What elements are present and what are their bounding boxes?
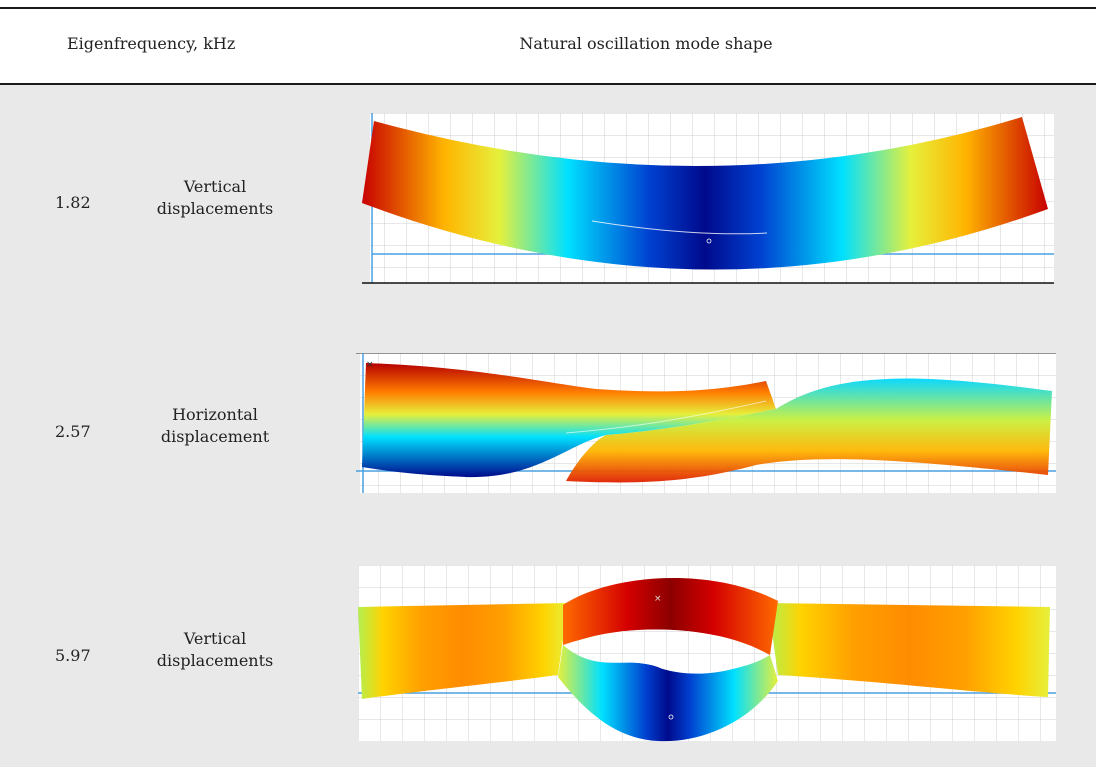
crack-line bbox=[565, 400, 767, 434]
displacement-type: Vertical displacements bbox=[140, 628, 290, 672]
displacement-type-line2: displacements bbox=[156, 199, 274, 218]
delamination-grid bbox=[568, 629, 766, 674]
deformation-trace bbox=[591, 220, 768, 235]
node-marker: × bbox=[366, 360, 374, 370]
header-mode-shape: Natural oscillation mode shape bbox=[0, 34, 1096, 53]
upper-arch bbox=[563, 577, 778, 655]
table-header-rule bbox=[0, 83, 1096, 85]
deformed-beam-right bbox=[566, 378, 1052, 483]
frequency-value: 1.82 bbox=[55, 193, 91, 212]
deformed-beam-right bbox=[768, 603, 1050, 697]
node-marker: × bbox=[654, 594, 662, 604]
displacement-type-line2: displacement bbox=[160, 427, 270, 446]
displacement-type-line1: Vertical bbox=[183, 629, 247, 648]
frequency-value: 5.97 bbox=[55, 646, 91, 665]
displacement-type-line1: Horizontal bbox=[172, 405, 258, 424]
table-top-rule bbox=[0, 7, 1096, 9]
deformed-beam-left bbox=[358, 603, 568, 699]
displacement-type-line1: Vertical bbox=[183, 177, 247, 196]
displacement-type-line2: displacements bbox=[156, 651, 274, 670]
node-marker bbox=[706, 238, 712, 244]
mode-shape-plot-3: × bbox=[358, 565, 1056, 742]
table-row: 5.97 Vertical displacements bbox=[0, 537, 1096, 767]
table-row: 1.82 Vertical displacements bbox=[0, 85, 1096, 311]
header-eigenfrequency: Eigenfrequency, kHz bbox=[67, 34, 236, 53]
header-mode-shape-label: Natural oscillation mode shape bbox=[519, 34, 773, 53]
displacement-type: Vertical displacements bbox=[140, 176, 290, 220]
mode-shape-plot-2: × bbox=[356, 353, 1056, 493]
lower-arch bbox=[558, 645, 778, 742]
deformed-beam-left bbox=[362, 363, 776, 478]
node-marker-lower bbox=[668, 714, 674, 720]
table-row: 2.57 Horizontal displacement bbox=[0, 311, 1096, 537]
displacement-type: Horizontal displacement bbox=[140, 404, 290, 448]
deformed-beam bbox=[362, 117, 1048, 270]
mode-shape-plot-1 bbox=[362, 113, 1054, 284]
frequency-value: 2.57 bbox=[55, 422, 91, 441]
